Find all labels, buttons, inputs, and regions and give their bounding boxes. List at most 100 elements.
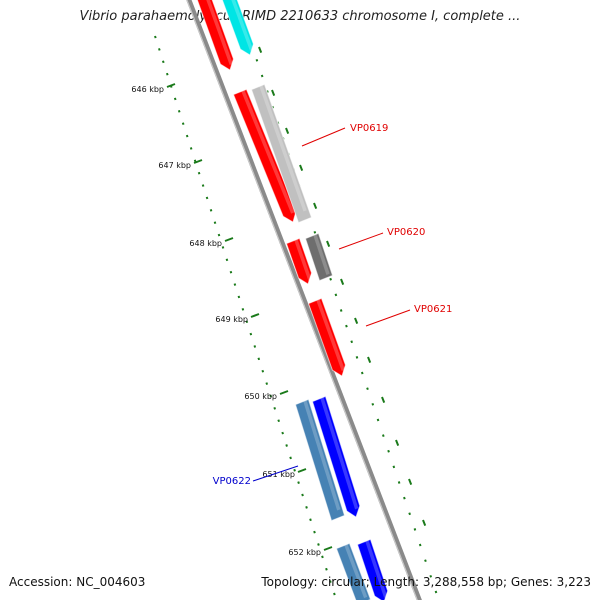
inner-scale-dot <box>269 394 273 398</box>
scale-tick-mark <box>193 159 203 164</box>
outer-scale-dot <box>382 434 385 437</box>
outer-scale-dot <box>355 356 359 359</box>
outer-scale-dot <box>313 230 317 234</box>
outer-scale-dot <box>403 496 406 500</box>
outer-scale-dot <box>260 74 264 78</box>
inner-scale-dot <box>213 221 217 225</box>
scale-tick-label: 651 kbp <box>262 470 295 479</box>
gene-vp0620 <box>285 237 313 285</box>
gene-light-gray <box>250 83 313 224</box>
gene-vp0621 <box>307 297 346 377</box>
inner-scale-dot <box>205 196 209 200</box>
outer-ruler-dash <box>326 240 331 247</box>
backbone-highlight <box>186 0 418 600</box>
inner-scale-dot <box>162 60 165 64</box>
scale-tick-label: 647 kbp <box>158 161 191 170</box>
inner-scale-dot <box>329 580 332 583</box>
gene-vp0621-shade <box>316 299 345 371</box>
inner-scale-dot <box>261 369 265 373</box>
scale-tick-label: 649 kbp <box>215 315 248 324</box>
inner-scale-dot <box>158 48 161 51</box>
outer-ruler-dash <box>367 356 372 363</box>
outer-ruler-dash <box>313 202 318 209</box>
outer-ruler-dash <box>422 519 427 526</box>
outer-ruler-dash <box>340 278 345 285</box>
gene-vp0622-shade <box>303 400 341 511</box>
inner-scale-dot <box>249 332 253 336</box>
scale-tick-mark <box>323 546 333 551</box>
inner-scale-dot <box>185 134 189 138</box>
outer-scale-dot <box>413 528 417 531</box>
inner-scale-dot <box>181 122 185 126</box>
gene-label-vp0619[interactable]: VP0619 <box>350 123 388 134</box>
outer-scale-dot <box>397 481 401 484</box>
inner-scale-dot <box>253 345 257 348</box>
gene-cyan-top-shade <box>231 0 254 51</box>
inner-scale-dot <box>154 35 157 39</box>
inner-scale-dot <box>305 505 308 509</box>
outer-ruler-dash <box>299 164 304 171</box>
outer-ruler-dash <box>271 89 276 96</box>
inner-scale-dot <box>225 258 229 262</box>
scale-tick-mark <box>250 313 260 318</box>
outer-scale-dot <box>345 324 348 328</box>
outer-scale-dot <box>255 58 259 62</box>
inner-scale-dot <box>201 184 205 187</box>
inner-scale-dot <box>313 530 316 534</box>
inner-scale-dot <box>277 419 280 423</box>
scale-tick-label: 650 kbp <box>244 392 277 401</box>
outer-scale-dot <box>339 309 343 312</box>
inner-scale-dot <box>309 518 312 522</box>
inner-scale-dot <box>173 97 177 101</box>
inner-scale-dot <box>257 357 261 361</box>
gene-blue-bottom <box>356 538 389 600</box>
scale-tick-label: 652 kbp <box>288 548 321 557</box>
gene-blue-shade <box>320 397 359 510</box>
outer-scale-dot <box>418 543 422 547</box>
inner-scale-dot <box>209 208 213 212</box>
outer-scale-dot <box>371 402 375 406</box>
gene-label-vp0621[interactable]: VP0621 <box>414 304 452 315</box>
inner-scale-dot <box>197 171 201 175</box>
gene-vp0620-shade <box>294 239 312 281</box>
outer-scale-dot <box>376 418 380 422</box>
inner-scale-dot <box>293 468 296 472</box>
outer-scale-dot <box>424 559 427 563</box>
outer-ruler-dash <box>381 396 386 403</box>
scale-dots <box>154 27 438 596</box>
gene-label-leader <box>301 127 346 147</box>
gene-features <box>196 0 389 600</box>
outer-scale-dot <box>429 574 433 578</box>
inner-scale-dot <box>325 567 328 571</box>
outer-ruler-dash <box>285 127 290 134</box>
inner-scale-dot <box>221 246 225 249</box>
inner-scale-dot <box>245 320 249 324</box>
outer-scale-dot <box>334 293 338 297</box>
accession-text: Accession: NC_004603 <box>9 575 146 589</box>
gene-light-gray-shade <box>259 85 307 212</box>
outer-scale-dot <box>329 277 332 281</box>
inner-scale-dot <box>237 295 241 299</box>
gene-steel-blue-bottom-shade <box>344 544 368 599</box>
gene-dark-gray-shade <box>313 234 330 275</box>
inner-scale-dot <box>289 456 292 460</box>
inner-scale-dot <box>321 555 324 559</box>
outer-scale-dot <box>387 449 390 453</box>
scale-tick-mark <box>166 83 176 88</box>
outer-scale-dot <box>360 371 364 375</box>
outer-scale-dot <box>434 590 438 594</box>
inner-scale-dot <box>177 109 181 113</box>
gene-vp0622 <box>294 398 346 522</box>
scale-tick-label: 648 kbp <box>189 239 222 248</box>
scale-tick-label: 646 kbp <box>131 85 164 94</box>
map-title: Vibrio parahaemolyticus RIMD 2210633 chr… <box>79 9 521 24</box>
gene-label-vp0620[interactable]: VP0620 <box>387 227 425 238</box>
outer-scale-dot <box>392 465 396 469</box>
inner-scale-dot <box>301 493 304 497</box>
outer-ruler-dash <box>395 439 400 446</box>
inner-scale-dot <box>165 72 169 76</box>
scale-tick-mark <box>297 468 307 473</box>
inner-scale-dot <box>229 270 233 274</box>
gene-label-vp0622[interactable]: VP0622 <box>213 476 251 487</box>
